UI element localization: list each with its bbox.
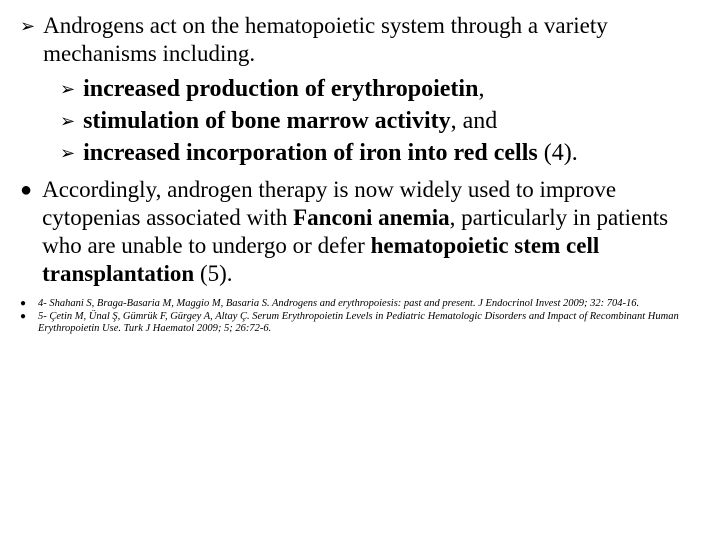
sub-item-3-plain: (4). — [538, 140, 578, 166]
sub-item-1: increased production of erythropoietin, — [83, 74, 484, 104]
sub-item-1-bold: increased production of erythropoietin — [83, 76, 478, 102]
sub-item-2-plain: , and — [451, 108, 498, 134]
arrow-bullet: ➢ — [60, 138, 75, 168]
sub-item-3-bold: increased incorporation of iron into red… — [83, 140, 538, 166]
dot-bullet: ● — [20, 176, 32, 204]
references: ● 4- Shahani S, Braga-Basaria M, Maggio … — [20, 298, 700, 335]
arrow-bullet: ➢ — [60, 106, 75, 136]
sub-item-1-plain: , — [478, 76, 484, 102]
sub-item-3: increased incorporation of iron into red… — [83, 138, 578, 168]
sub-item-2: stimulation of bone marrow activity, and — [83, 106, 497, 136]
sub-item-2-bold: stimulation of bone marrow activity — [83, 108, 451, 134]
arrow-bullet: ➢ — [20, 12, 35, 40]
sub-list: ➢ increased production of erythropoietin… — [60, 74, 700, 168]
reference-2: 5- Çetin M, Ünal Ş, Gümrük F, Gürgey A, … — [38, 311, 700, 335]
intro-paragraph: Androgens act on the hematopoietic syste… — [43, 12, 700, 68]
second-post: (5). — [194, 261, 232, 286]
arrow-bullet: ➢ — [60, 74, 75, 104]
dot-bullet-small: ● — [20, 298, 30, 310]
reference-1: 4- Shahani S, Braga-Basaria M, Maggio M,… — [38, 298, 639, 310]
dot-bullet-small: ● — [20, 311, 30, 323]
second-paragraph: Accordingly, androgen therapy is now wid… — [42, 176, 700, 288]
second-bold-1: Fanconi anemia — [293, 205, 450, 230]
